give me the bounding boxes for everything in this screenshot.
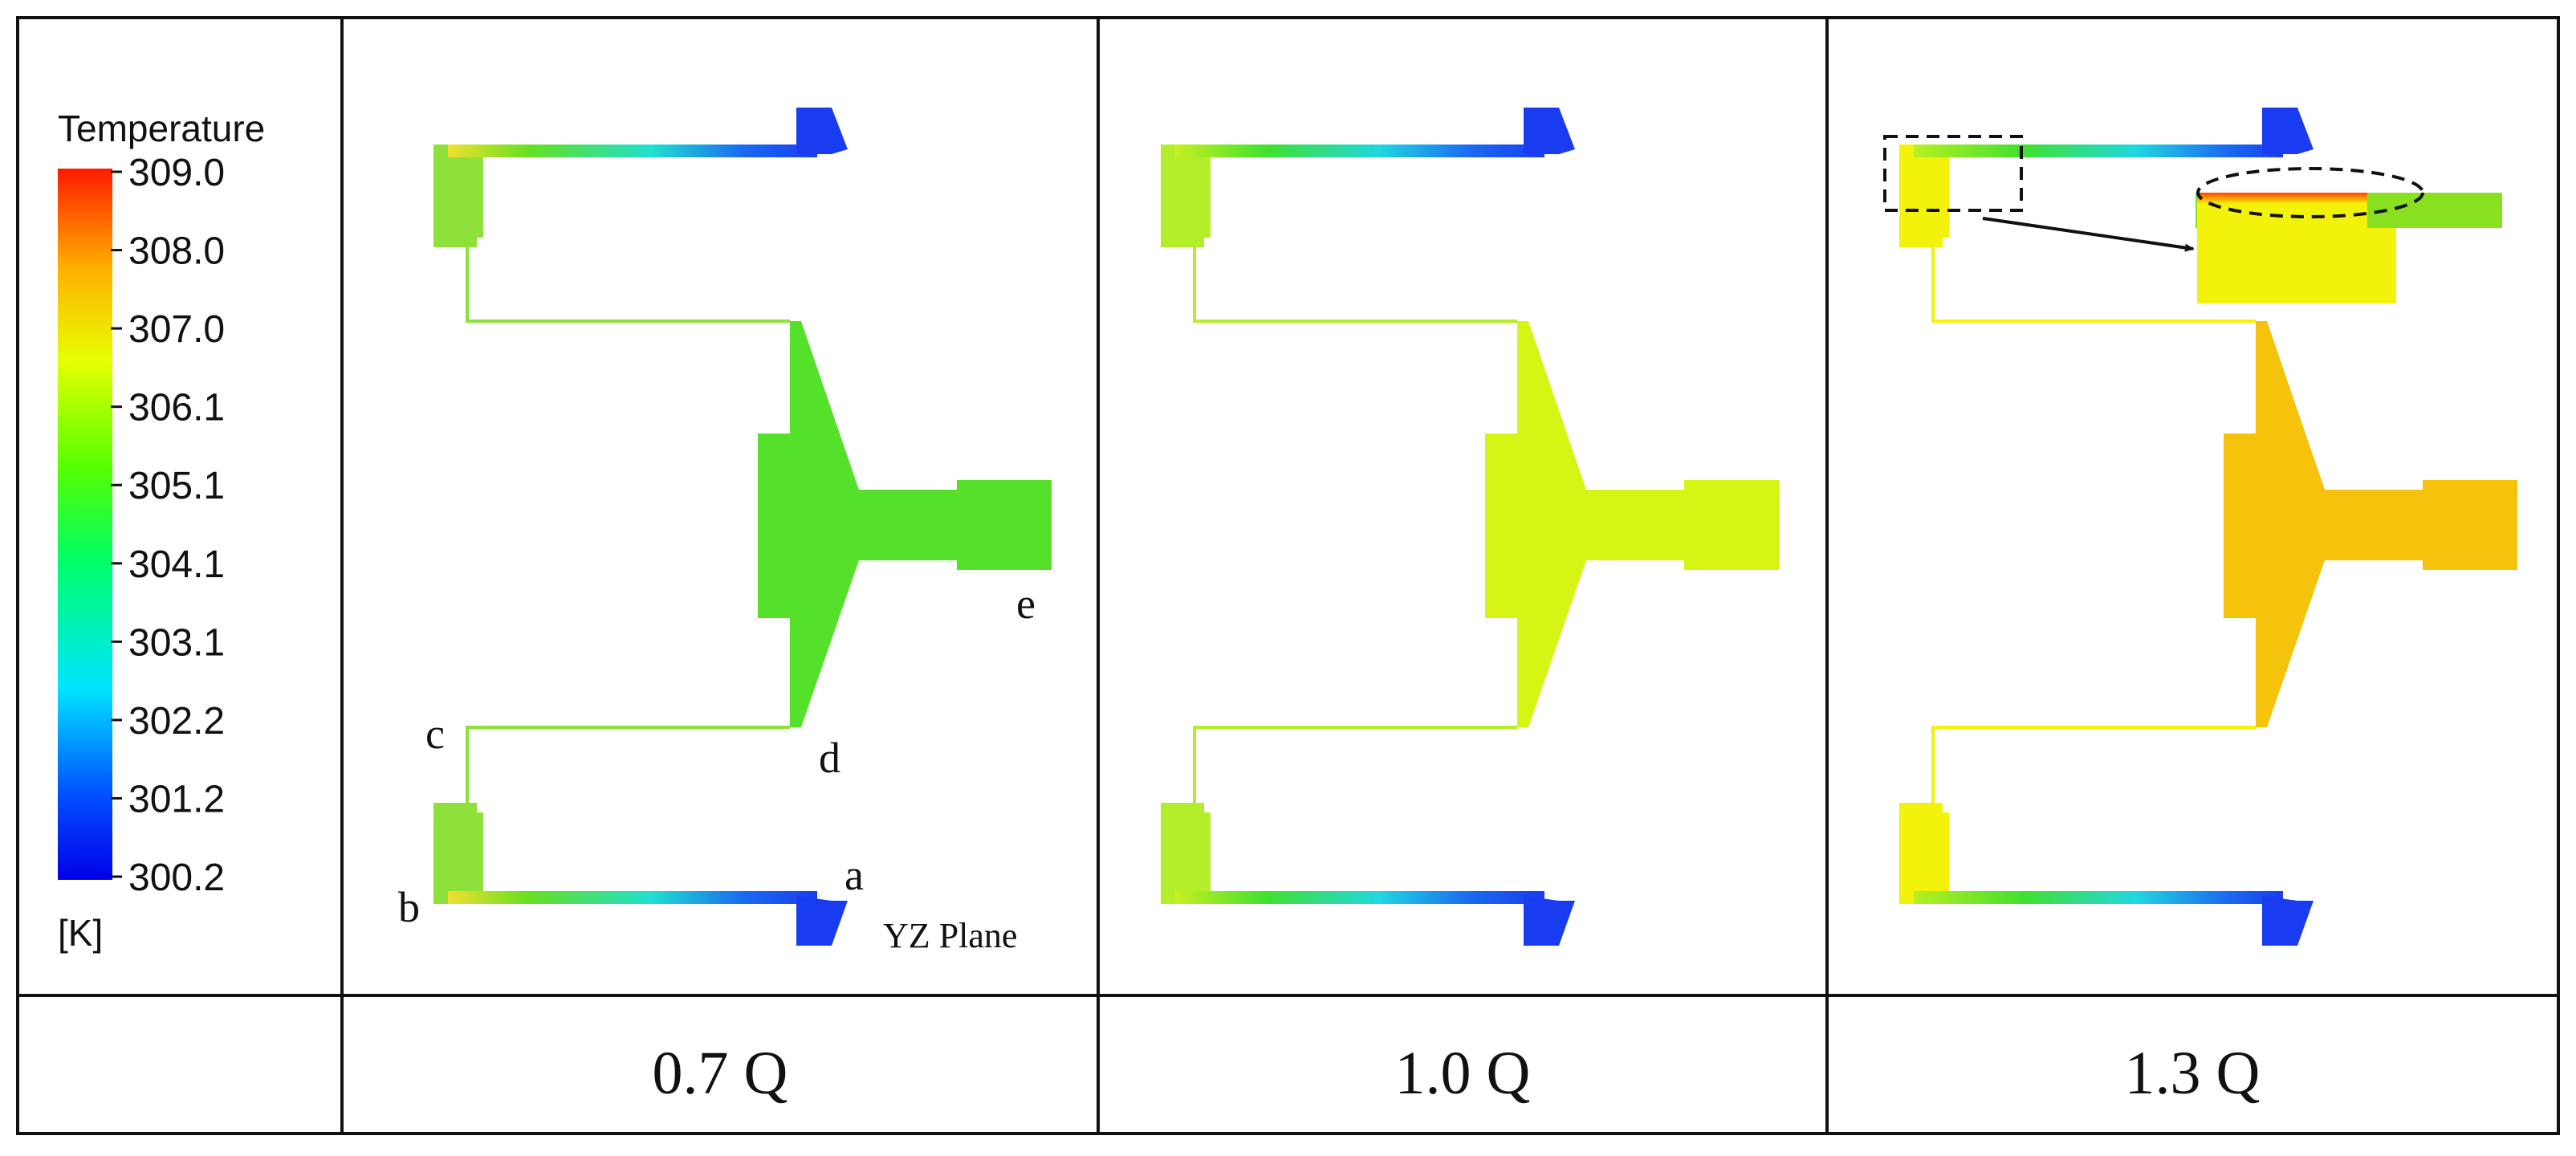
- label-c: c: [425, 710, 445, 758]
- top-pipe: [1175, 144, 1544, 157]
- legend-tick-label: 303.1: [128, 621, 225, 664]
- plane-label: YZ Plane: [883, 916, 1017, 955]
- top-nozzle: [2262, 108, 2314, 154]
- zoom-ellipse: [2196, 167, 2424, 218]
- lower-connector: [1931, 726, 2256, 803]
- legend-tick-label: 302.2: [128, 700, 225, 743]
- caption-1-0q: 1.0 Q: [1395, 1040, 1531, 1107]
- table-frame: [16, 16, 2560, 1135]
- central-manifold: [758, 321, 1052, 727]
- top-nozzle: [1524, 108, 1575, 154]
- bottom-pipe: [1914, 891, 2283, 904]
- label-d: d: [819, 734, 840, 782]
- panel-1-0q: [1161, 108, 1779, 946]
- legend-tick-label: 306.1: [128, 387, 225, 429]
- bottom-header-block: [433, 803, 483, 904]
- zoom-box: [1883, 135, 2023, 212]
- legend-ticks: 309.0 308.0 307.0 306.1 305.1 304.1 303.1 302.2…: [111, 152, 225, 899]
- central-manifold: [1485, 321, 1779, 727]
- bottom-nozzle: [2262, 896, 2314, 946]
- panel-0-7q: [433, 108, 1052, 946]
- color-legend: Temperature 309.0 308.0 307.0 306.1 305.1 304…: [58, 108, 265, 954]
- panel-1-3q: [1899, 108, 2517, 946]
- label-a: a: [844, 851, 864, 899]
- top-header-block: [1899, 144, 1949, 247]
- zoom-inset: [1883, 135, 2502, 303]
- bottom-pipe: [448, 891, 817, 904]
- lower-connector: [466, 726, 790, 803]
- lower-connector: [1193, 726, 1517, 803]
- top-pipe: [1914, 144, 2283, 157]
- bottom-pipe: [1175, 891, 1544, 904]
- top-header-block: [1161, 144, 1211, 247]
- bottom-header-block: [1899, 803, 1949, 904]
- label-b: b: [398, 883, 420, 931]
- legend-tick-label: 304.1: [128, 543, 225, 586]
- top-pipe: [448, 144, 817, 157]
- legend-tick-label: 307.0: [128, 308, 225, 351]
- bottom-header-block: [1161, 803, 1211, 904]
- legend-tick-label: 309.0: [128, 152, 225, 194]
- bottom-nozzle: [796, 896, 848, 946]
- legend-tick-label: 305.1: [128, 465, 225, 507]
- legend-unit: [K]: [58, 912, 103, 954]
- panel-1-annotations: a b c d e YZ Plane: [398, 580, 1036, 955]
- upper-connector: [1193, 247, 1517, 323]
- top-nozzle: [796, 108, 848, 154]
- legend-tick-label: 301.2: [128, 778, 225, 820]
- zoom-arrow: [1982, 217, 2195, 252]
- inset-body-step: [2367, 228, 2396, 303]
- label-e: e: [1016, 580, 1036, 628]
- legend-title: Temperature: [58, 108, 265, 149]
- inset-body: [2197, 193, 2367, 303]
- bottom-nozzle: [1524, 896, 1575, 946]
- upper-connector: [466, 247, 790, 323]
- colorbar: [58, 169, 112, 880]
- top-header-block: [433, 144, 483, 247]
- legend-tick-label: 300.2: [128, 857, 225, 899]
- caption-0-7q: 0.7 Q: [653, 1040, 788, 1107]
- legend-tick-label: 308.0: [128, 230, 225, 273]
- upper-connector: [1931, 247, 2256, 323]
- inset-hot-strip: [2197, 193, 2367, 204]
- central-manifold: [2224, 321, 2517, 727]
- caption-1-3q: 1.3 Q: [2125, 1040, 2261, 1107]
